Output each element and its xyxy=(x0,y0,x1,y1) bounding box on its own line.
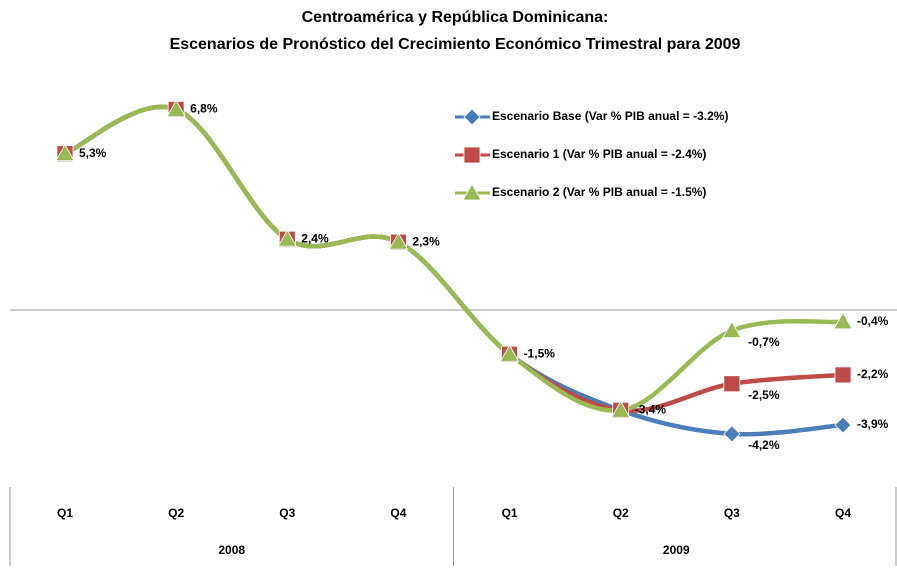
x-tick-label: Q3 xyxy=(724,506,740,520)
x-tick-label: Q4 xyxy=(390,506,406,520)
data-point xyxy=(55,143,75,162)
series-line xyxy=(64,104,844,413)
data-label: -3,4% xyxy=(635,402,667,416)
group-label: 2008 xyxy=(218,543,245,557)
data-point xyxy=(611,400,631,418)
group-label: 2009 xyxy=(663,543,690,557)
legend-marker xyxy=(463,108,481,126)
data-label: -4,2% xyxy=(748,438,780,452)
data-point xyxy=(722,320,742,339)
data-label: 2,3% xyxy=(412,234,440,248)
chart-title: Escenarios de Pronóstico del Crecimiento… xyxy=(170,36,741,53)
data-point xyxy=(833,311,853,330)
data-point xyxy=(499,344,520,362)
data-point xyxy=(277,229,297,247)
data-label: -0,4% xyxy=(857,314,889,328)
data-label: -1,5% xyxy=(524,346,556,360)
data-label: -3,9% xyxy=(857,417,889,431)
data-point xyxy=(166,99,186,117)
legend-marker xyxy=(462,183,482,201)
x-tick-label: Q2 xyxy=(613,506,629,520)
data-label: -0,7% xyxy=(748,335,780,349)
chart-title: Centroamérica y República Dominicana: xyxy=(302,9,609,26)
data-label: -2,2% xyxy=(857,367,889,381)
x-tick-label: Q1 xyxy=(57,506,73,520)
legend-label: Escenario Base (Var % PIB anual = -3.2%) xyxy=(492,109,728,123)
data-label: 5,3% xyxy=(79,146,107,160)
data-point xyxy=(723,425,741,443)
series-line xyxy=(64,104,844,414)
data-label: 6,8% xyxy=(190,102,218,116)
x-tick-label: Q1 xyxy=(502,506,518,520)
x-tick-label: Q3 xyxy=(279,506,295,520)
x-tick-label: Q4 xyxy=(835,506,851,520)
data-point xyxy=(834,366,852,384)
x-tick-label: Q2 xyxy=(168,506,184,520)
legend-marker xyxy=(463,146,481,164)
data-label: -2,5% xyxy=(748,388,780,402)
legend-label: Escenario 2 (Var % PIB anual = -1.5%) xyxy=(492,185,706,199)
data-point xyxy=(723,375,741,393)
data-label: 2,4% xyxy=(301,231,329,245)
data-point xyxy=(834,416,852,434)
data-point xyxy=(388,232,409,250)
legend-label: Escenario 1 (Var % PIB anual = -2.4%) xyxy=(492,147,706,161)
